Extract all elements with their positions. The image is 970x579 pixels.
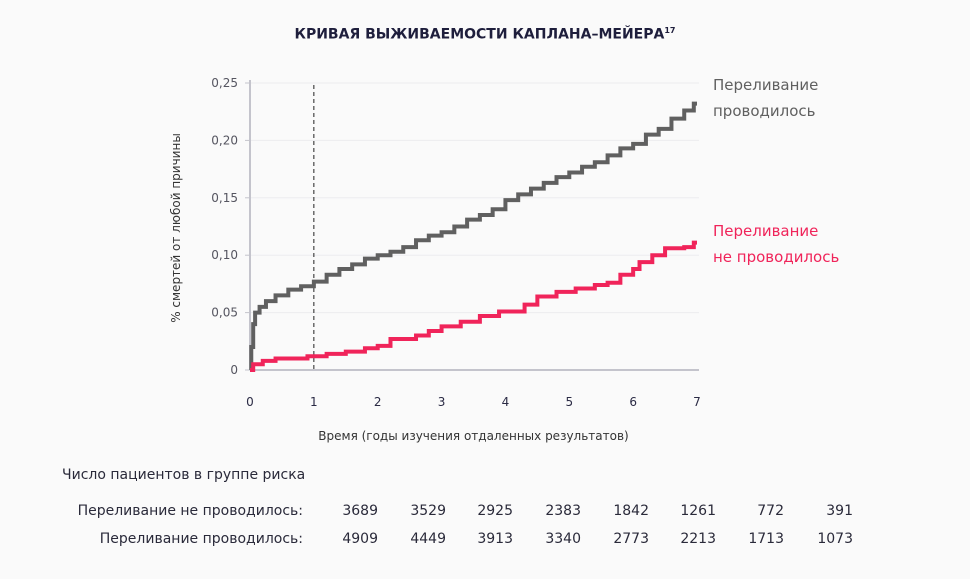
y-axis-label: % смертей от любой причины (169, 133, 183, 323)
risk-value: 3340 (545, 531, 581, 547)
risk-row-label: Переливание проводилось: (99, 531, 303, 547)
risk-row: Переливание не проводилось: 3689 3529 2925 2… (0, 503, 970, 523)
legend-not-transfused: Переливание не проводилось (713, 218, 839, 270)
title-footnote: 17 (664, 26, 676, 35)
legend-line: Переливание (713, 76, 819, 94)
x-tick-label: 0 (246, 395, 254, 409)
risk-value: 4909 (342, 531, 378, 547)
risk-value: 2213 (680, 531, 716, 547)
x-tick-label: 6 (629, 395, 637, 409)
risk-value: 3529 (410, 503, 446, 519)
risk-row-label: Переливание не проводилось: (77, 503, 303, 519)
km-plot: 0 0,05 0,10 0,15 0,20 0,25 0 1 2 3 4 5 6 7 (211, 76, 701, 409)
legend-line: Переливание (713, 222, 819, 240)
title-text: КРИВАЯ ВЫЖИВАЕМОСТИ КАПЛАНА–МЕЙЕРА (294, 26, 665, 43)
legend-line: не проводилось (713, 248, 840, 266)
series-transfused-line (249, 101, 697, 372)
x-tick-label: 5 (565, 395, 573, 409)
y-tick-label: 0,05 (211, 306, 238, 320)
x-tick-label: 3 (438, 395, 446, 409)
x-tick-label: 4 (502, 395, 510, 409)
x-tick-label: 7 (693, 395, 701, 409)
x-axis-label: Время (годы изучения отдаленных результа… (318, 429, 629, 443)
risk-value: 1842 (613, 503, 649, 519)
risk-value: 1713 (748, 531, 784, 547)
y-tick-label: 0,15 (211, 191, 238, 205)
series-not-transfused-line (250, 240, 697, 372)
risk-value: 391 (826, 503, 853, 519)
legend-line: проводилось (713, 102, 816, 120)
y-tick-label: 0,20 (211, 133, 238, 147)
risk-value: 3913 (477, 531, 513, 547)
y-tick-label: 0 (230, 363, 238, 377)
risk-value: 3689 (342, 503, 378, 519)
risk-value: 1073 (817, 531, 853, 547)
chart-title: КРИВАЯ ВЫЖИВАЕМОСТИ КАПЛАНА–МЕЙЕРА17 (0, 26, 970, 43)
risk-value: 2773 (613, 531, 649, 547)
risk-value: 772 (757, 503, 784, 519)
legend-transfused: Переливание проводилось (713, 72, 818, 124)
y-tick-label: 0,25 (211, 76, 238, 90)
risk-value: 4449 (410, 531, 446, 547)
risk-table-title: Число пациентов в группе риска (62, 467, 306, 483)
x-tick-label: 1 (310, 395, 318, 409)
risk-value: 2925 (477, 503, 513, 519)
risk-row: Переливание проводилось: 4909 4449 3913 3340… (0, 531, 970, 551)
y-tick-label: 0,10 (211, 248, 238, 262)
risk-value: 2383 (545, 503, 581, 519)
x-tick-label: 2 (374, 395, 382, 409)
risk-value: 1261 (680, 503, 716, 519)
